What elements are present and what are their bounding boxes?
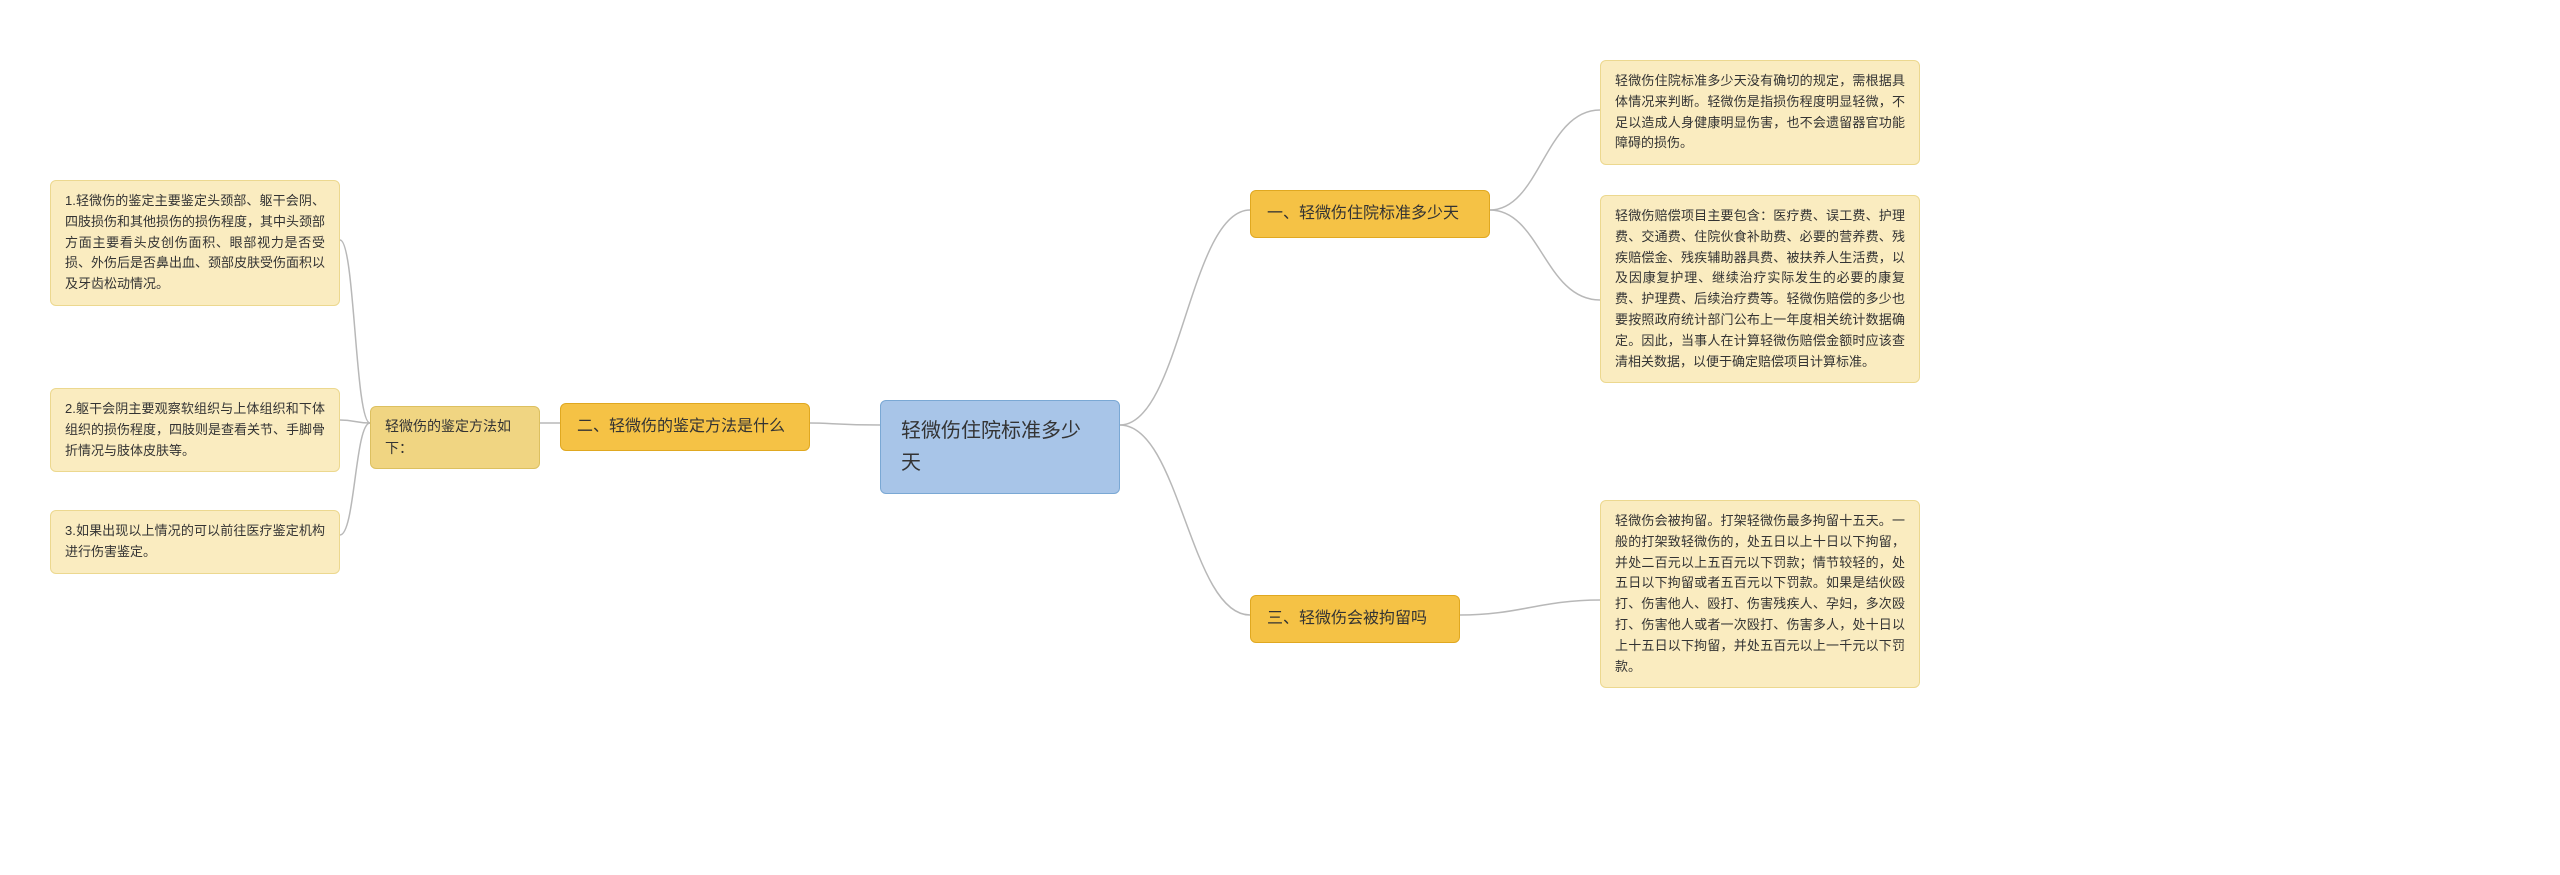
leaf-right-1-2: 轻微伤赔偿项目主要包含：医疗费、误工费、护理费、交通费、住院伙食补助费、必要的营… xyxy=(1600,195,1920,383)
branch-right-1: 一、轻微伤住院标准多少天 xyxy=(1250,190,1490,238)
leaf-left-1: 1.轻微伤的鉴定主要鉴定头颈部、躯干会阴、四肢损伤和其他损伤的损伤程度，其中头颈… xyxy=(50,180,340,306)
branch-right-2: 三、轻微伤会被拘留吗 xyxy=(1250,595,1460,643)
mindmap-root: 轻微伤住院标准多少天 xyxy=(880,400,1120,494)
leaf-right-1-1: 轻微伤住院标准多少天没有确切的规定，需根据具体情况来判断。轻微伤是指损伤程度明显… xyxy=(1600,60,1920,165)
leaf-left-2: 2.躯干会阴主要观察软组织与上体组织和下体组织的损伤程度，四肢则是查看关节、手脚… xyxy=(50,388,340,472)
leaf-right-2-1: 轻微伤会被拘留。打架轻微伤最多拘留十五天。一般的打架致轻微伤的，处五日以上十日以… xyxy=(1600,500,1920,688)
branch-left: 二、轻微伤的鉴定方法是什么 xyxy=(560,403,810,451)
branch-left-sub: 轻微伤的鉴定方法如下： xyxy=(370,406,540,469)
leaf-left-3: 3.如果出现以上情况的可以前往医疗鉴定机构进行伤害鉴定。 xyxy=(50,510,340,574)
